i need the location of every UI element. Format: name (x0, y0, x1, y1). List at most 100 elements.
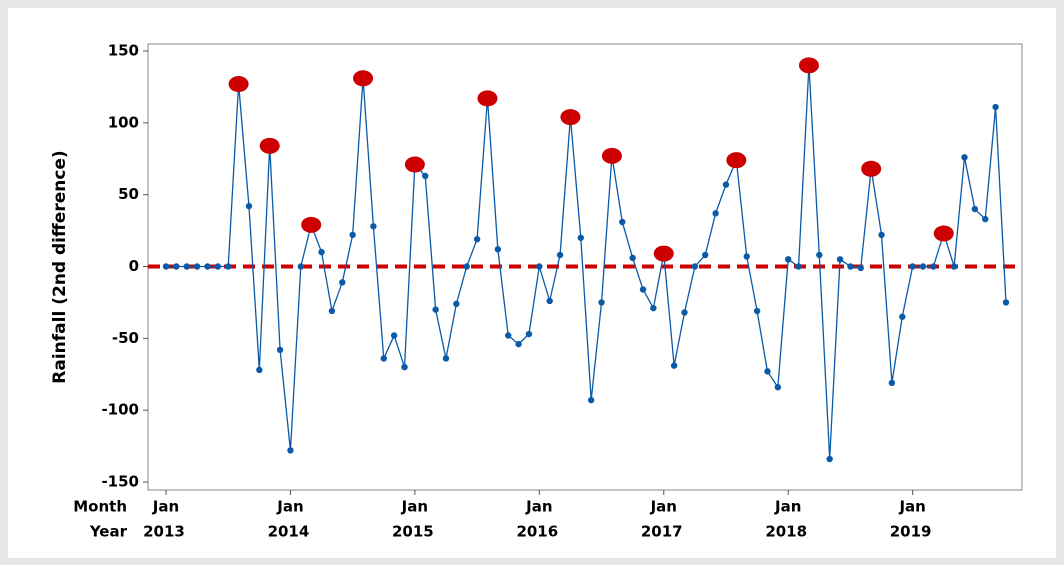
data-point (473, 236, 481, 243)
x-tick-label: Jan (276, 498, 303, 516)
x-tick-label: Jan (152, 498, 179, 516)
data-point (245, 202, 253, 210)
data-point (670, 362, 678, 369)
highlight-point (560, 109, 581, 126)
y-axis-label: Rainfall (2nd difference) (50, 150, 70, 383)
data-point (691, 263, 699, 270)
data-point (712, 210, 719, 217)
data-point (318, 248, 325, 256)
x-year-label: 2019 (890, 523, 932, 541)
data-point (888, 379, 896, 387)
data-point (556, 251, 564, 259)
highlight-point (228, 76, 249, 93)
data-line (166, 65, 1007, 460)
data-point (494, 246, 502, 253)
data-point (276, 346, 284, 354)
y-tick-label: -50 (112, 329, 139, 347)
data-point (909, 263, 916, 270)
y-tick-label: -100 (101, 401, 139, 419)
data-point (370, 223, 377, 230)
data-point (629, 254, 636, 262)
data-point (598, 299, 605, 306)
data-point (826, 455, 833, 463)
x-tick-label: Jan (650, 498, 677, 516)
data-point (339, 279, 346, 286)
x-year-label: 2018 (765, 523, 807, 541)
data-point (536, 263, 543, 270)
data-point (919, 263, 927, 270)
data-point (930, 263, 937, 270)
data-point (743, 253, 750, 260)
data-point (463, 263, 470, 270)
data-point (878, 231, 885, 239)
x-row-label: Year (89, 523, 128, 541)
data-point (899, 313, 906, 320)
highlight-point (404, 156, 425, 173)
data-point (422, 172, 429, 180)
x-tick-label: Jan (525, 498, 552, 516)
data-point (432, 306, 439, 313)
x-tick-label: Jan (401, 498, 428, 516)
data-point (401, 363, 408, 371)
data-point (214, 263, 222, 270)
y-tick-label: 50 (118, 185, 139, 203)
data-point (256, 366, 263, 374)
data-point (774, 383, 782, 391)
highlight-point (861, 160, 882, 177)
data-point (204, 263, 211, 270)
data-point (442, 355, 450, 362)
highlight-point (477, 90, 498, 107)
data-point (857, 264, 864, 272)
data-point (764, 368, 771, 375)
data-point (702, 251, 709, 259)
data-point (183, 263, 190, 270)
x-year-label: 2014 (268, 523, 310, 541)
x-year-label: 2013 (143, 523, 185, 541)
data-point (328, 307, 336, 315)
data-point (525, 330, 533, 338)
data-point (639, 286, 647, 293)
data-point (950, 263, 958, 270)
highlight-point (933, 225, 954, 242)
data-point (390, 332, 398, 339)
x-row-label: Month (73, 498, 127, 516)
data-point (515, 340, 522, 348)
data-point (847, 263, 854, 270)
data-point (173, 263, 180, 270)
data-point (619, 218, 626, 226)
data-point (546, 297, 553, 305)
data-point (961, 154, 968, 161)
data-point (577, 234, 584, 241)
data-point (287, 447, 294, 454)
data-point (816, 251, 823, 259)
data-point (971, 205, 979, 213)
data-point (587, 396, 595, 404)
highlight-point (601, 147, 622, 164)
y-tick-label: 100 (108, 113, 139, 131)
x-year-label: 2017 (641, 523, 683, 541)
data-point (380, 355, 387, 362)
data-point (722, 181, 730, 188)
x-tick-label: Jan (774, 498, 801, 516)
data-point (505, 332, 512, 339)
x-year-label: 2015 (392, 523, 434, 541)
data-point (453, 300, 460, 308)
data-point (681, 309, 688, 316)
data-point (225, 263, 232, 270)
x-year-label: 2016 (516, 523, 558, 541)
highlight-point (726, 152, 747, 169)
y-tick-label: -150 (101, 473, 139, 491)
x-tick-label: Jan (898, 498, 925, 516)
data-point (193, 263, 201, 270)
highlight-point (301, 216, 322, 233)
data-point (650, 304, 657, 312)
data-point (1002, 299, 1010, 306)
data-point (297, 263, 305, 270)
data-point (795, 263, 802, 270)
data-point (349, 231, 356, 239)
data-point (785, 256, 792, 263)
y-tick-label: 0 (129, 257, 139, 275)
data-point (753, 307, 761, 315)
